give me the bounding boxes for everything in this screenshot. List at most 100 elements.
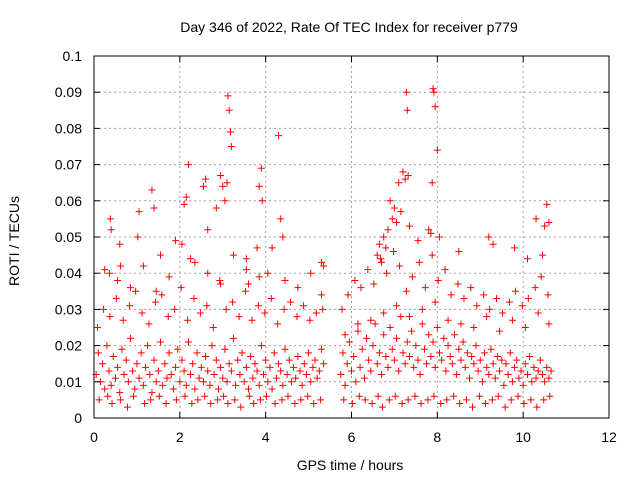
data-point [506,349,514,357]
data-point [138,309,146,317]
data-point [431,103,439,111]
y-tick-label: 0 [74,410,82,426]
data-point [275,132,283,140]
data-point [469,403,477,411]
data-point [150,356,158,364]
data-point [447,291,455,299]
data-point [320,262,328,270]
data-point [351,276,359,284]
data-point [294,284,302,292]
data-point [473,302,481,310]
data-point [221,345,229,353]
data-point [339,349,347,357]
data-point [383,269,391,277]
data-point [532,215,540,223]
data-point [545,219,553,227]
data-point [543,200,551,208]
data-point [405,222,413,230]
data-point [287,378,295,386]
data-point [304,392,312,400]
data-point [390,204,398,212]
data-point [393,302,401,310]
data-point [245,385,252,393]
data-point [411,392,419,400]
data-point [103,342,111,350]
data-point [229,334,237,342]
data-point [511,363,519,371]
data-point [399,168,407,176]
data-point [305,349,313,357]
data-point [441,266,449,274]
data-point [427,229,435,237]
data-point [101,385,109,393]
data-point [310,400,318,408]
data-point [501,403,509,411]
data-point [219,182,227,190]
data-point [404,396,412,404]
data-point [255,273,263,281]
data-point [251,360,259,368]
data-point [489,360,497,368]
data-point [182,193,190,201]
data-point [221,197,229,205]
data-point [382,244,390,252]
data-point [109,352,117,360]
data-point [456,400,464,408]
data-point [375,240,383,248]
data-point [180,367,188,375]
data-point [504,371,512,379]
data-point [417,400,425,408]
data-point [505,298,513,306]
data-point [204,269,212,277]
data-point [513,356,521,364]
data-point [296,367,304,375]
data-point [107,226,115,234]
data-point [375,349,383,357]
data-point [430,392,438,400]
data-point [208,342,216,350]
data-point [164,313,172,321]
data-points [92,85,555,411]
data-point [368,400,376,408]
data-point [267,295,275,303]
data-point [298,381,306,389]
data-point [139,381,147,389]
data-point [300,360,308,368]
data-point [391,392,399,400]
data-point [181,392,189,400]
data-point [268,244,276,252]
data-point [158,291,166,299]
data-point [104,392,112,400]
data-point [255,381,263,389]
data-point [485,371,493,379]
data-point [154,367,162,375]
data-point [361,396,369,404]
data-point [348,400,356,408]
data-point [537,273,545,281]
data-point [116,240,124,248]
data-point [470,360,478,368]
data-point [364,266,372,274]
data-point [440,334,448,342]
data-point [532,374,540,382]
data-point [163,374,171,382]
y-tick-label: 0.06 [55,193,82,209]
data-point [434,276,442,284]
data-point [514,392,522,400]
data-point [496,327,504,335]
data-point [191,385,199,393]
data-point [418,305,426,313]
data-point [178,240,186,248]
data-point [124,378,132,386]
data-point [118,345,126,353]
data-point [433,324,441,331]
data-point [378,403,386,411]
data-point [224,92,232,100]
data-point [272,374,280,382]
data-point [114,276,122,284]
data-point [402,287,410,295]
data-point [202,352,210,360]
data-point [193,349,201,357]
data-point [360,374,368,382]
data-point [135,374,143,382]
